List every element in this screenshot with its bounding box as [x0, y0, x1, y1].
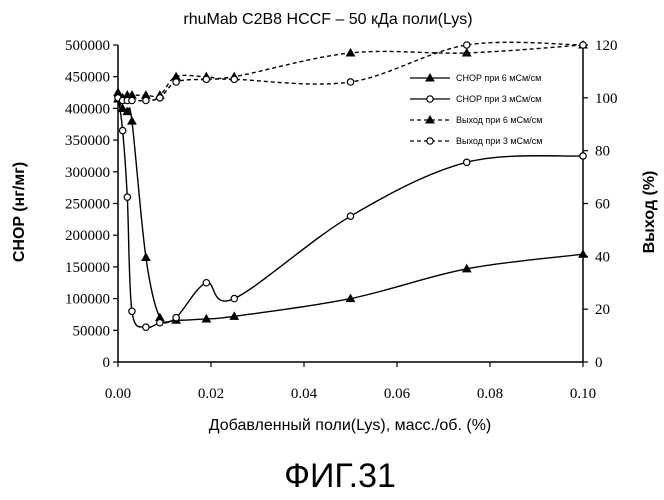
series-2-point — [157, 319, 163, 325]
y-tick-label: 250000 — [65, 197, 110, 213]
series-2-point — [129, 308, 135, 314]
series-1-point — [128, 117, 136, 124]
series-4-point — [580, 42, 586, 48]
x-tick-label: 0.04 — [291, 386, 318, 402]
y-tick-label: 300000 — [65, 165, 110, 181]
legend-label-1: CHOP при 6 мСм/см — [456, 73, 541, 83]
series-4-point — [231, 76, 237, 82]
legend-marker-4 — [427, 138, 433, 144]
series-1-point — [142, 253, 150, 260]
y2-tick-label: 20 — [595, 302, 610, 318]
series-4-point — [173, 79, 179, 85]
series-2-point — [119, 127, 125, 133]
y-tick-label: 100000 — [65, 292, 110, 308]
y-tick-label: 500000 — [65, 38, 110, 54]
series-line-1 — [118, 99, 583, 323]
legend-label-3: Выход при 6 мСм/см — [456, 115, 542, 125]
y-tick-label: 150000 — [65, 260, 110, 276]
series-4-point — [347, 79, 353, 85]
y2-tick-label: 60 — [595, 197, 610, 213]
y2-tick-label: 120 — [595, 38, 618, 54]
x-tick-label: 0.00 — [105, 386, 131, 402]
x-tick-label: 0.08 — [477, 386, 503, 402]
x-tick-label: 0.10 — [570, 386, 596, 402]
figure-caption: ФИГ.31 — [284, 457, 396, 495]
x-tick-label: 0.06 — [384, 386, 411, 402]
y2-tick-label: 80 — [595, 144, 610, 160]
x-axis-label: Добавленный поли(Lys), масс./об. (%) — [209, 417, 492, 434]
series-2-point — [231, 295, 237, 301]
legend-label-4: Выход при 3 мСм/см — [456, 136, 542, 146]
series-4-point — [143, 97, 149, 103]
legend: CHOP при 6 мСм/см CHOP при 3 мСм/см Выход … — [410, 73, 542, 146]
series-3-point — [346, 49, 354, 56]
y-tick-label: 450000 — [65, 70, 110, 86]
chart-title: rhuMab C2B8 HCCF – 50 кДа поли(Lys) — [183, 11, 472, 28]
y-tick-label: 0 — [103, 355, 111, 371]
series-2-point — [143, 324, 149, 330]
y2-tick-label: 100 — [595, 91, 618, 107]
x-tick-label: 0.02 — [198, 386, 224, 402]
legend-label-2: CHOP при 3 мСм/см — [456, 94, 541, 104]
series-2-point — [203, 280, 209, 286]
y-tick-label: 400000 — [65, 101, 110, 117]
series-2-point — [347, 213, 353, 219]
series-2-point — [173, 314, 179, 320]
legend-marker-2 — [427, 96, 433, 102]
y-tick-label: 350000 — [65, 133, 110, 149]
series-line-2 — [118, 96, 583, 328]
series-1-point — [579, 250, 587, 257]
series-4-point — [129, 97, 135, 103]
series-4-point — [464, 42, 470, 48]
y-tick-label: 200000 — [65, 228, 110, 244]
y2-tick-label: 40 — [595, 249, 610, 265]
series-4-point — [157, 95, 163, 101]
series-2-point — [580, 153, 586, 159]
y2-tick-label: 0 — [595, 355, 603, 371]
series-2-point — [124, 194, 130, 200]
series-2-point — [464, 159, 470, 165]
y-axis-label: CHOP (нг/мг) — [11, 162, 28, 262]
plot-area: 0 50000 100000 150000 200000 250000 300000 3500… — [65, 38, 618, 402]
series-4-point — [203, 76, 209, 82]
y2-axis-label: Выход (%) — [641, 171, 658, 254]
y-tick-label: 50000 — [73, 323, 111, 339]
